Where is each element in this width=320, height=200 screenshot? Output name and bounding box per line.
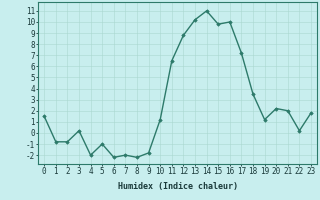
- X-axis label: Humidex (Indice chaleur): Humidex (Indice chaleur): [118, 182, 238, 191]
